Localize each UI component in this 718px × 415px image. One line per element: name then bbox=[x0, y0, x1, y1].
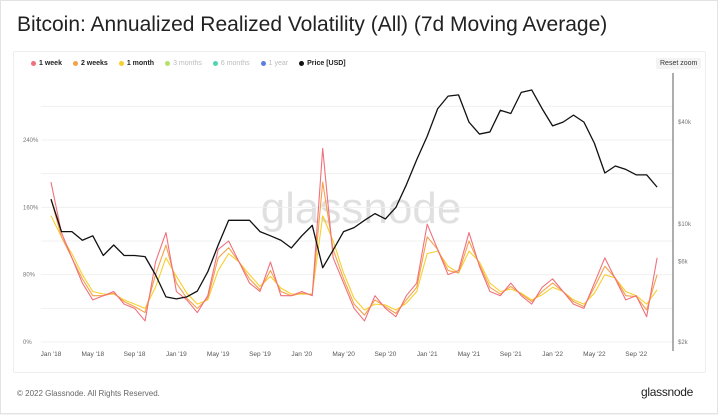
x-tick-label: Jan '18 bbox=[41, 351, 62, 358]
x-tick-label: Sep '22 bbox=[625, 351, 647, 358]
legend-label: 1 month bbox=[126, 60, 155, 67]
legend-dot-icon bbox=[299, 61, 305, 66]
legend-item-6-months[interactable]: 6 months bbox=[212, 60, 250, 67]
legend-label: Price [USD] bbox=[307, 60, 346, 67]
series-line-2-weeks bbox=[50, 181, 658, 316]
legend-dot-icon bbox=[118, 61, 124, 66]
legend-item-2-weeks[interactable]: 2 weeks bbox=[72, 60, 108, 67]
x-tick-label: Jan '21 bbox=[417, 351, 438, 358]
x-tick-label: Sep '21 bbox=[500, 351, 522, 358]
legend-label: 2 weeks bbox=[80, 60, 108, 67]
y-tick-label: 0% bbox=[23, 340, 32, 346]
legend-item-1-year[interactable]: 1 year bbox=[260, 60, 289, 67]
series-line-price-usd bbox=[50, 89, 658, 300]
x-tick-label: May '20 bbox=[332, 351, 355, 358]
chart-card bbox=[13, 51, 706, 373]
x-tick-label: May '22 bbox=[583, 351, 606, 358]
x-tick-label: Jan '20 bbox=[291, 351, 312, 358]
legend-label: 1 week bbox=[39, 60, 62, 67]
copyright: © 2022 Glassnode. All Rights Reserved. bbox=[17, 389, 160, 398]
legend-item-price-usd[interactable]: Price [USD] bbox=[299, 60, 346, 67]
glassnode-logo: glassnode bbox=[641, 385, 694, 399]
legend-dot-icon bbox=[72, 61, 78, 66]
y-right-tick-label: $2k bbox=[678, 340, 689, 346]
series-line-1-week bbox=[50, 147, 658, 322]
x-tick-label: Sep '20 bbox=[374, 351, 396, 358]
reset-zoom-button[interactable]: Reset zoom bbox=[656, 58, 702, 69]
y-tick-label: 240% bbox=[23, 138, 39, 144]
y-tick-label: 80% bbox=[23, 273, 36, 279]
page-title: Bitcoin: Annualized Realized Volatility … bbox=[17, 13, 608, 36]
legend-dot-icon bbox=[212, 61, 218, 66]
legend-dot-icon bbox=[260, 61, 266, 66]
x-tick-label: Sep '19 bbox=[249, 351, 271, 358]
y-right-tick-label: $40k bbox=[678, 120, 692, 126]
y-right-tick-label: $10k bbox=[678, 222, 692, 228]
legend-item-1-week[interactable]: 1 week bbox=[31, 60, 62, 67]
x-tick-label: May '21 bbox=[458, 351, 481, 358]
x-tick-label: Jan '19 bbox=[166, 351, 187, 358]
legend-label: 3 months bbox=[173, 60, 202, 67]
y-tick-label: 160% bbox=[23, 205, 39, 211]
legend-label: 1 year bbox=[268, 60, 289, 67]
y-right-tick-label: $6k bbox=[678, 259, 689, 265]
chart-legend: 1 week 2 weeks 1 month 3 months 6 months 1 ye… bbox=[31, 60, 346, 67]
legend-item-3-months[interactable]: 3 months bbox=[165, 60, 202, 67]
legend-dot-icon bbox=[165, 61, 171, 66]
x-tick-label: May '19 bbox=[207, 351, 230, 358]
legend-dot-icon bbox=[31, 61, 36, 66]
x-tick-label: May '18 bbox=[82, 351, 105, 358]
x-tick-label: Jan '22 bbox=[542, 351, 563, 358]
x-tick-label: Sep '18 bbox=[124, 351, 146, 358]
series-line-1-month bbox=[50, 215, 658, 311]
watermark: glassnode bbox=[261, 184, 462, 233]
legend-item-1-month[interactable]: 1 month bbox=[118, 60, 155, 67]
legend-label: 6 months bbox=[220, 60, 250, 67]
